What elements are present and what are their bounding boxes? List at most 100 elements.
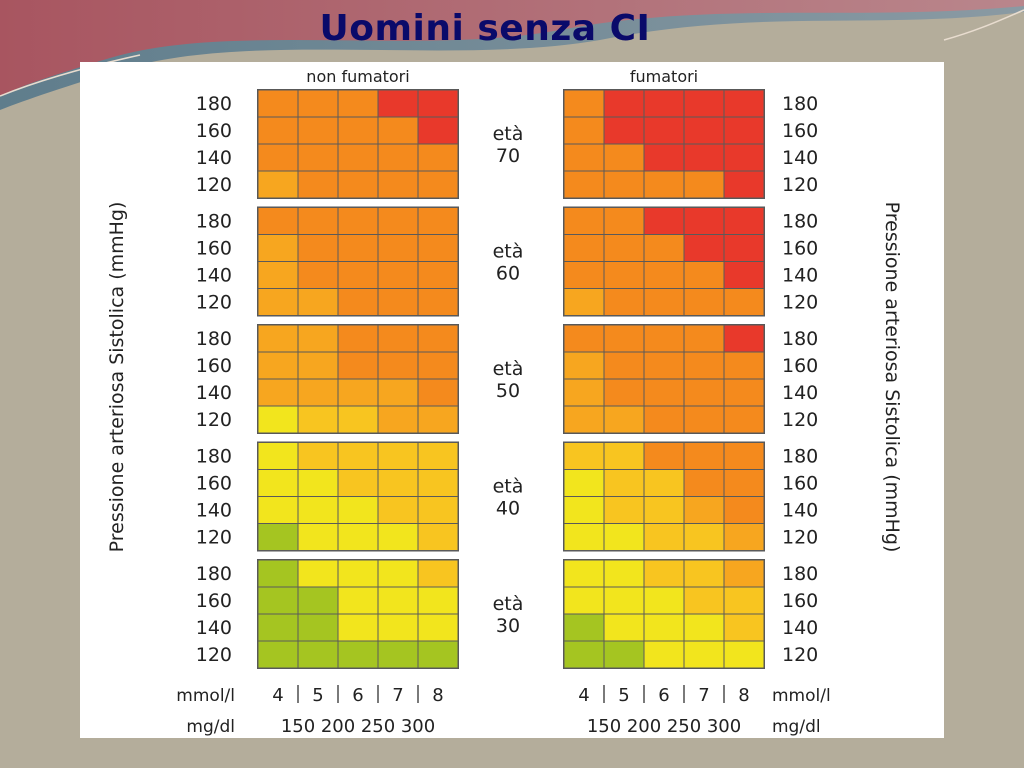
risk-cell (603, 469, 645, 497)
risk-cell (643, 288, 685, 316)
risk-cell (683, 288, 725, 316)
cholesterol-mgdl-tick: 300 (707, 716, 741, 737)
cholesterol-mmol-tick: 6 (658, 685, 669, 706)
risk-cell (417, 496, 459, 524)
cholesterol-mgdl-tick: 300 (401, 716, 435, 737)
cholesterol-mgdl-tick: 150 (587, 716, 621, 737)
risk-cell (563, 640, 605, 669)
risk-cell (297, 586, 339, 615)
risk-cell (417, 288, 459, 316)
risk-cell (297, 89, 339, 118)
risk-cell (417, 559, 459, 588)
sbp-tick-label: 120 (782, 527, 818, 549)
sbp-tick-label: 160 (782, 120, 818, 142)
risk-cell (723, 143, 765, 172)
unit-mmol-label-right: mmol/l (772, 686, 831, 706)
risk-cell (683, 613, 725, 642)
risk-cell (377, 559, 419, 588)
cholesterol-mmol-tick: 8 (738, 685, 749, 706)
cholesterol-mmol-tick: 8 (432, 685, 443, 706)
age-value: 60 (496, 263, 520, 285)
risk-cell (603, 207, 645, 235)
risk-cell (377, 496, 419, 524)
risk-cell (723, 496, 765, 524)
cholesterol-mgdl-tick: 200 (321, 716, 355, 737)
risk-cell (297, 234, 339, 262)
sbp-tick-label: 120 (196, 409, 232, 431)
risk-cell (297, 261, 339, 289)
risk-cell (377, 586, 419, 615)
risk-cell (297, 405, 339, 434)
risk-cell (257, 378, 299, 407)
risk-cell (297, 351, 339, 380)
cholesterol-mmol-tick: 7 (392, 685, 403, 706)
sbp-tick-label: 160 (196, 473, 232, 495)
risk-cell (643, 378, 685, 407)
risk-cell (643, 496, 685, 524)
sbp-tick-label: 160 (782, 355, 818, 377)
risk-cell (257, 442, 299, 470)
risk-cell (377, 288, 419, 316)
risk-cell (257, 613, 299, 642)
risk-cell (643, 351, 685, 380)
panel-title: fumatori (630, 67, 698, 86)
risk-cell (337, 640, 379, 669)
sbp-tick-label: 180 (782, 211, 818, 233)
risk-cell (603, 378, 645, 407)
risk-chart: non fumatori180160140120età7018016014012… (106, 67, 903, 737)
risk-cell (683, 559, 725, 588)
risk-cell (563, 405, 605, 434)
risk-cell (603, 586, 645, 615)
risk-cell (683, 234, 725, 262)
risk-cell (257, 261, 299, 289)
risk-cell (377, 207, 419, 235)
risk-cell (603, 324, 645, 353)
risk-cell (563, 116, 605, 145)
risk-cell (417, 324, 459, 353)
risk-cell (683, 116, 725, 145)
chart-panel: non fumatori 180 160 140 120 età 70 180 160 140 12… (80, 62, 944, 738)
risk-cell (563, 523, 605, 551)
sbp-tick-label: 140 (782, 617, 818, 639)
risk-cell (643, 442, 685, 470)
risk-cell (257, 288, 299, 316)
risk-cell (377, 170, 419, 199)
risk-cell (417, 405, 459, 434)
risk-cell (643, 586, 685, 615)
risk-cell (643, 170, 685, 199)
unit-mgdl-label-right: mg/dl (772, 717, 821, 737)
risk-cell (417, 613, 459, 642)
sbp-tick-label: 140 (196, 265, 232, 287)
risk-cell (643, 324, 685, 353)
risk-cell (377, 89, 419, 118)
risk-cell (337, 288, 379, 316)
risk-cell (603, 170, 645, 199)
sbp-tick-label: 140 (782, 147, 818, 169)
risk-cell (297, 613, 339, 642)
risk-cell (643, 613, 685, 642)
risk-cell (563, 89, 605, 118)
sbp-tick-label: 120 (196, 292, 232, 314)
risk-cell (377, 351, 419, 380)
risk-cell (377, 234, 419, 262)
risk-cell (723, 351, 765, 380)
sbp-tick-label: 180 (782, 328, 818, 350)
risk-cell (417, 170, 459, 199)
risk-cell (297, 207, 339, 235)
cholesterol-mgdl-tick: 250 (361, 716, 395, 737)
sbp-tick-label: 180 (196, 563, 232, 585)
risk-cell (337, 559, 379, 588)
risk-cell (683, 89, 725, 118)
sbp-tick-label: 160 (782, 590, 818, 612)
panel-title: non fumatori (306, 67, 409, 86)
risk-cell (723, 586, 765, 615)
risk-cell (643, 143, 685, 172)
risk-cell (643, 469, 685, 497)
sbp-tick-label: 140 (196, 382, 232, 404)
sbp-tick-label: 160 (196, 590, 232, 612)
risk-cell (377, 324, 419, 353)
sbp-tick-label: 180 (196, 446, 232, 468)
risk-cell (563, 496, 605, 524)
risk-cell (643, 116, 685, 145)
risk-cell (563, 586, 605, 615)
